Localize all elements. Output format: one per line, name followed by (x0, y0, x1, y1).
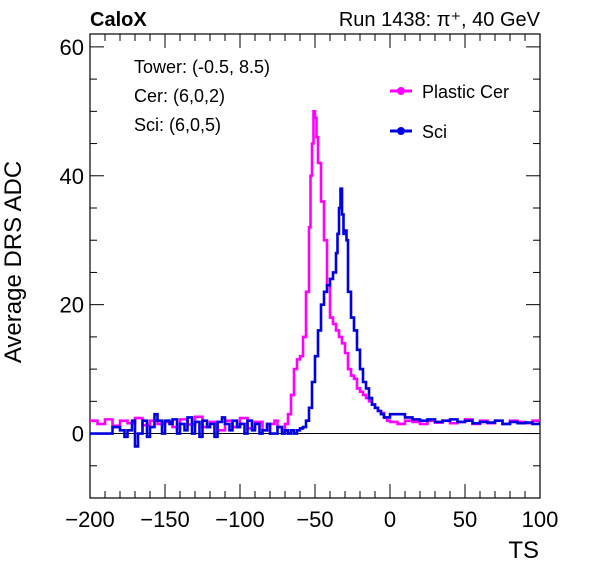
x-tick-label: 50 (453, 507, 477, 532)
x-axis-title: TS (508, 537, 539, 564)
ticks (89, 34, 541, 499)
annotation-cer: Cer: (6,0,2) (134, 86, 225, 106)
annotation-sci: Sci: (6,0,5) (134, 115, 221, 135)
series-group (90, 110, 540, 448)
x-tick-label: 0 (384, 507, 396, 532)
y-tick-label: 0 (72, 422, 84, 447)
annotation-tower: Tower: (-0.5, 8.5) (134, 57, 270, 77)
x-tick-label: −50 (296, 507, 333, 532)
y-tick-label: 60 (60, 35, 84, 60)
x-tick-labels: −200 −150 −100 −50 0 50 100 (65, 507, 558, 532)
run-label: Run 1438: π⁺, 40 GeV (339, 9, 541, 31)
legend: Plastic Cer Sci (390, 82, 509, 142)
legend-label-sci: Sci (422, 122, 447, 142)
legend-marker-sci (397, 127, 405, 135)
y-tick-label: 20 (60, 293, 84, 318)
y-axis-title: Average DRS ADC (0, 161, 27, 363)
x-tick-label: −150 (140, 507, 190, 532)
x-tick-label: −100 (215, 507, 265, 532)
legend-label-plastic-cer: Plastic Cer (422, 82, 509, 102)
y-tick-label: 40 (60, 164, 84, 189)
y-tick-labels: 0 20 40 60 (60, 35, 84, 447)
x-tick-label: −200 (65, 507, 115, 532)
x-tick-label: 100 (522, 507, 559, 532)
series-line-sci (90, 187, 540, 448)
brand-label: CaloX (90, 9, 147, 31)
legend-marker-plastic-cer (397, 87, 405, 95)
